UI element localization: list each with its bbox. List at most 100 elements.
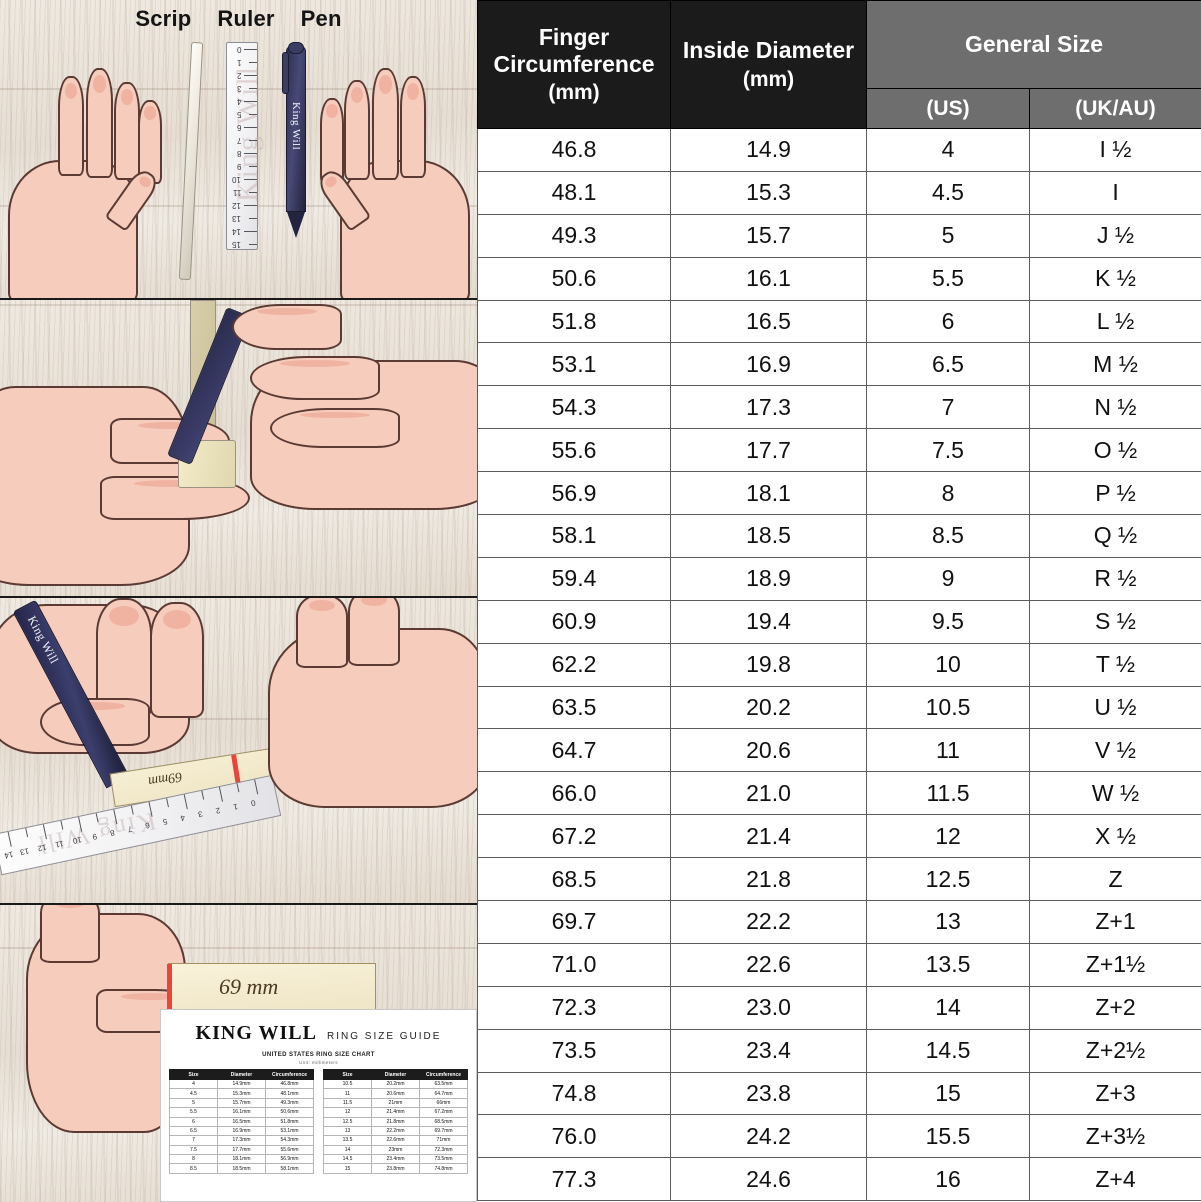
table-row: 51.8 16.5 6 L ½: [477, 299, 1201, 344]
tool-labels: Scrip Ruler Pen: [0, 6, 477, 32]
cell-uk-au-size: U ½: [1028, 685, 1201, 730]
cell-uk-au-size: X ½: [1028, 814, 1201, 859]
mini-cell: 21.8mm: [371, 1116, 420, 1127]
brand-logo: KING WILL: [195, 1022, 317, 1044]
table-row: 76.0 24.2 15.5 Z+3½: [477, 1114, 1201, 1159]
table-row: 50.6 16.1 5.5 K ½: [477, 256, 1201, 301]
mini-cell: 49.3mm: [265, 1097, 314, 1109]
mini-table-row: 12.5 21.8mm 68.5mm: [323, 1116, 468, 1127]
mini-cell: 16.1mm: [217, 1107, 266, 1118]
wood-seam: [0, 718, 477, 720]
mini-cell: 18.5mm: [217, 1163, 266, 1174]
cell-inside-diameter: 23.0: [670, 985, 867, 1030]
table-row: 74.8 23.8 15 Z+3: [477, 1071, 1201, 1116]
label-pen: Pen: [300, 6, 342, 31]
cell-inside-diameter: 17.3: [670, 385, 867, 430]
table-row: 71.0 22.6 13.5 Z+1½: [477, 942, 1201, 987]
mini-table-row: 5 15.7mm 49.3mm: [169, 1097, 314, 1109]
cell-finger-circumference: 54.3: [477, 385, 671, 430]
cell-uk-au-size: W ½: [1028, 771, 1201, 816]
ruler-num: 15: [232, 240, 241, 249]
mini-table-row: 8.5 18.5mm 58.1mm: [169, 1163, 314, 1174]
mini-cell: 72.3mm: [419, 1144, 468, 1156]
cell-uk-au-size: O ½: [1028, 428, 1201, 473]
ruler-num: 11: [232, 188, 241, 197]
cell-inside-diameter: 23.8: [670, 1071, 867, 1116]
cell-finger-circumference: 50.6: [477, 256, 671, 301]
mini-table-row: 5.5 16.1mm 50.6mm: [169, 1107, 314, 1118]
cell-inside-diameter: 24.6: [670, 1157, 867, 1202]
red-measure-mark: [167, 964, 172, 1012]
mini-th-size: Size: [169, 1069, 218, 1080]
cell-us-size: 7: [866, 385, 1030, 430]
mini-cell: 14: [323, 1144, 372, 1156]
mini-table-row: 14 23mm 72.3mm: [323, 1144, 468, 1156]
mini-cell: 73.5mm: [419, 1153, 468, 1165]
cell-finger-circumference: 60.9: [477, 599, 671, 644]
th-us: (US): [866, 88, 1030, 129]
ruler-ticks: [227, 43, 257, 249]
mini-table-row: 7.5 17.7mm 55.6mm: [169, 1144, 314, 1156]
cell-uk-au-size: V ½: [1028, 728, 1201, 773]
cell-inside-diameter: 22.2: [670, 900, 867, 944]
ruler-num: 4: [236, 97, 241, 106]
pen-brand: King Will: [290, 102, 302, 151]
cell-us-size: 4: [866, 128, 1030, 172]
table-row: 68.5 21.8 12.5 Z: [477, 857, 1201, 902]
cell-inside-diameter: 18.1: [670, 471, 867, 516]
cell-uk-au-size: Z+2: [1028, 985, 1201, 1030]
label-ruler: Ruler: [217, 6, 275, 31]
cell-finger-circumference: 49.3: [477, 213, 671, 258]
panel-wrap-strip: [0, 300, 477, 598]
ruler-num: 9: [236, 162, 241, 171]
mini-cell: 68.5mm: [419, 1116, 468, 1127]
cell-inside-diameter: 16.9: [670, 342, 867, 387]
mini-chart-title: UNITED STATES RING SIZE CHART: [262, 1052, 375, 1058]
panel-tools-overview: Scrip Ruler Pen King Will: [0, 0, 477, 300]
mini-table-row: 10.5 20.2mm 63.5mm: [323, 1078, 468, 1090]
ruler: King Will: [226, 42, 264, 250]
mini-cell: 7.5: [169, 1144, 218, 1156]
mini-cell: 69.7mm: [419, 1125, 468, 1137]
mini-cell: 15.3mm: [217, 1088, 266, 1099]
cell-us-size: 11.5: [866, 771, 1030, 816]
cell-uk-au-size: K ½: [1028, 256, 1201, 301]
ruler-num: 0: [236, 45, 241, 54]
cell-inside-diameter: 19.8: [670, 642, 867, 687]
table-row: 48.1 15.3 4.5 I: [477, 170, 1201, 215]
mini-table-row: 12 21.4mm 67.2mm: [323, 1107, 468, 1118]
wood-seam: [0, 304, 477, 306]
mini-cell: 16.5mm: [217, 1116, 266, 1127]
cell-inside-diameter: 21.8: [670, 857, 867, 902]
handwritten-measurement: 69 mm: [219, 974, 279, 999]
cell-us-size: 15: [866, 1071, 1030, 1116]
cell-inside-diameter: 24.2: [670, 1114, 867, 1159]
table-row: 60.9 19.4 9.5 S ½: [477, 599, 1201, 644]
cell-uk-au-size: I: [1028, 170, 1201, 215]
mini-table-right: Size Diameter Circumference 10.5 20.2mm 63…: [323, 1069, 468, 1174]
ring-size-table: Finger Circumference (mm) Inside Diamete…: [477, 0, 1201, 1202]
cell-inside-diameter: 21.4: [670, 814, 867, 859]
cell-inside-diameter: 21.0: [670, 771, 867, 816]
cell-finger-circumference: 48.1: [477, 170, 671, 215]
th-uk-au: (UK/AU): [1028, 88, 1201, 129]
table-row: 66.0 21.0 11.5 W ½: [477, 771, 1201, 816]
table-row: 59.4 18.9 9 R ½: [477, 556, 1201, 601]
mini-cell: 14.9mm: [217, 1078, 266, 1090]
mini-cell: 64.7mm: [419, 1088, 468, 1099]
cell-finger-circumference: 63.5: [477, 685, 671, 730]
cell-us-size: 9.5: [866, 599, 1030, 644]
cell-us-size: 14.5: [866, 1028, 1030, 1073]
table-row: 67.2 21.4 12 X ½: [477, 814, 1201, 859]
th-general-size-label: General Size: [964, 31, 1104, 58]
cell-finger-circumference: 73.5: [477, 1028, 671, 1073]
cell-uk-au-size: Z+2½: [1028, 1028, 1201, 1073]
table-row: 46.8 14.9 4 I ½: [477, 128, 1201, 172]
cell-us-size: 13.5: [866, 942, 1030, 987]
table-row: 53.1 16.9 6.5 M ½: [477, 342, 1201, 387]
cell-finger-circumference: 64.7: [477, 728, 671, 773]
panel-read-chart: 69 mm KING WILL RING SIZE GUIDE UNITED S…: [0, 905, 477, 1202]
table-row: 77.3 24.6 16 Z+4: [477, 1157, 1201, 1202]
cell-inside-diameter: 20.2: [670, 685, 867, 730]
mini-table-row: 6.5 16.9mm 53.1mm: [169, 1125, 314, 1137]
